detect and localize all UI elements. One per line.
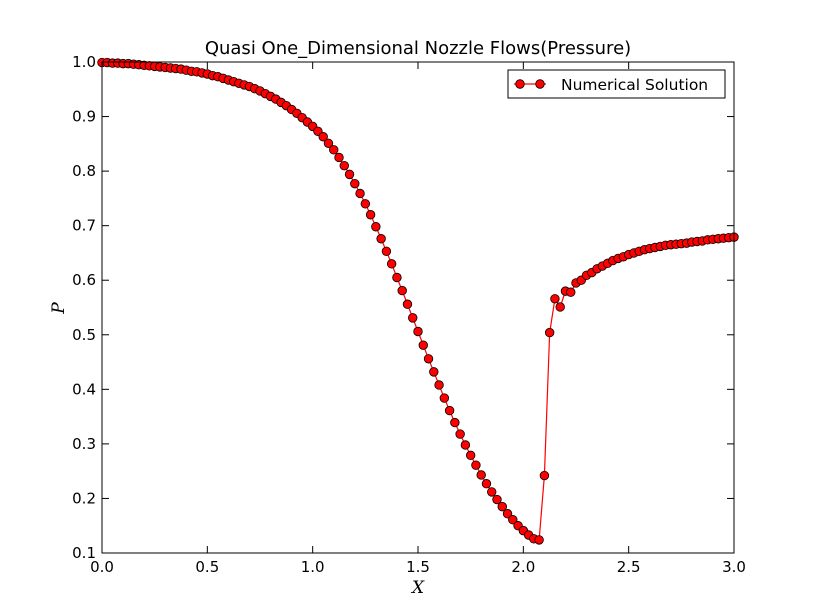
data-point <box>544 327 555 338</box>
data-point <box>444 405 455 416</box>
data-point <box>318 132 328 142</box>
data-point <box>476 470 486 480</box>
y-tick-label: 0.5 <box>72 326 96 344</box>
y-tick-label: 0.1 <box>72 544 96 562</box>
data-point <box>371 222 381 232</box>
data-point <box>402 299 413 309</box>
y-tick-label: 0.7 <box>72 217 96 235</box>
series-layer <box>97 57 739 545</box>
y-tick-label: 0.3 <box>72 435 96 453</box>
legend-marker <box>535 79 545 89</box>
x-tick-label: 1.5 <box>406 558 430 576</box>
series-line <box>102 61 735 541</box>
chart-title: Quasi One_Dimensional Nozzle Flows(Press… <box>205 38 631 59</box>
data-point <box>539 470 550 481</box>
plot-frame <box>101 61 735 554</box>
data-point <box>566 287 576 297</box>
y-axis-label: P <box>49 302 69 315</box>
legend-label: Numerical Solution <box>561 76 708 94</box>
data-point <box>471 460 481 470</box>
data-point <box>450 417 460 428</box>
data-point <box>555 302 565 312</box>
legend: Numerical Solution <box>507 69 726 99</box>
y-tick-label: 1.0 <box>72 53 96 71</box>
legend-marker <box>515 79 525 89</box>
x-tick-label: 0.5 <box>195 558 219 576</box>
data-point <box>429 367 439 377</box>
data-point <box>392 272 402 283</box>
data-point <box>423 354 434 364</box>
x-tick-label: 3.0 <box>722 558 746 576</box>
data-point <box>344 169 355 180</box>
data-point <box>355 188 365 199</box>
data-point <box>465 450 476 461</box>
data-point <box>481 479 492 489</box>
data-point <box>492 494 502 505</box>
x-tick-label: 0.0 <box>90 558 114 576</box>
data-point <box>365 210 376 220</box>
data-point <box>329 145 339 155</box>
y-tick-label: 0.9 <box>72 108 96 126</box>
data-point <box>386 259 397 269</box>
data-point <box>434 380 444 390</box>
data-point <box>339 160 349 171</box>
data-point <box>360 199 371 209</box>
x-tick-label: 1.0 <box>301 558 325 576</box>
data-point <box>460 440 471 450</box>
data-point <box>502 509 513 519</box>
data-point <box>439 393 450 403</box>
data-point <box>408 313 418 323</box>
y-tick-label: 0.6 <box>72 271 96 289</box>
data-point <box>323 138 334 148</box>
data-point <box>397 285 407 296</box>
data-point <box>350 178 360 189</box>
data-point <box>497 501 507 512</box>
data-point <box>381 246 392 257</box>
data-point <box>508 515 518 525</box>
data-point <box>455 429 465 439</box>
y-tick-label: 0.4 <box>72 380 96 398</box>
data-point <box>413 326 423 337</box>
x-axis-label: X <box>410 578 425 598</box>
data-point <box>418 340 428 350</box>
data-point <box>487 487 497 497</box>
x-tick-label: 2.5 <box>617 558 641 576</box>
y-tick-label: 0.8 <box>72 162 96 180</box>
ticks-layer: 0.0 0.5 1.0 1.5 2.0 2.5 3.0 0.1 0.2 0.3 0.4 0.5 0.6 0… <box>72 53 746 576</box>
data-point <box>550 294 560 304</box>
data-point <box>534 535 544 545</box>
data-point <box>334 152 344 163</box>
y-tick-label: 0.2 <box>72 489 96 507</box>
x-tick-label: 2.0 <box>511 558 535 576</box>
data-point <box>376 234 386 244</box>
